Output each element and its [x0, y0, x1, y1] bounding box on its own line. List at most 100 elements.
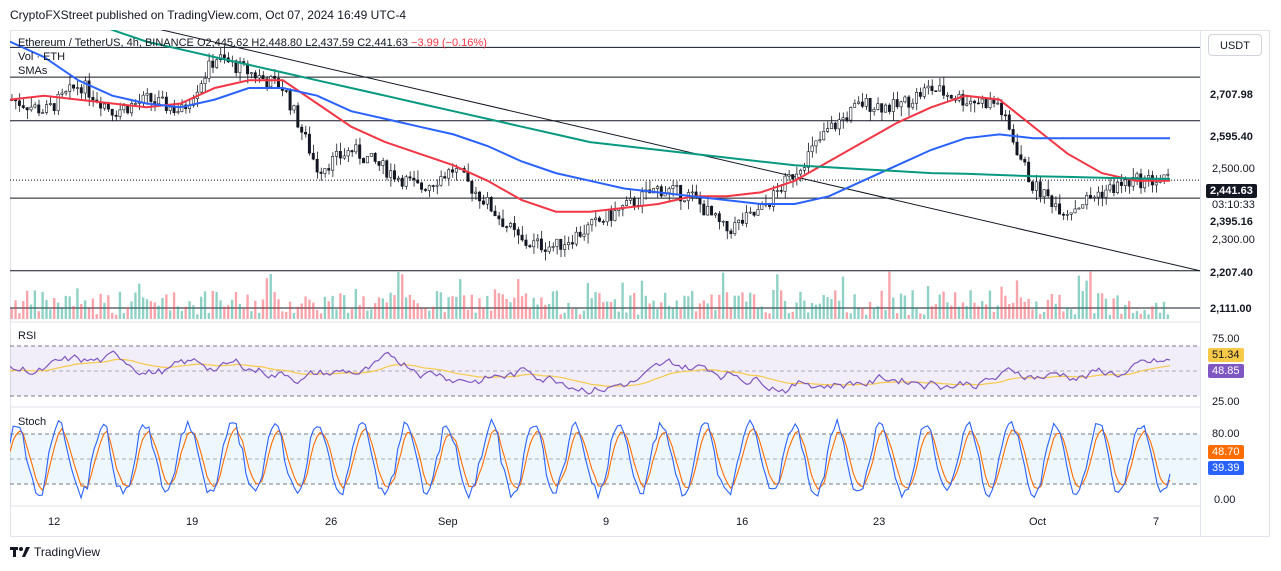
candle-body — [524, 239, 528, 246]
price-scale[interactable] — [1200, 30, 1270, 537]
volume-bar — [876, 306, 879, 319]
volume-bar — [25, 290, 29, 319]
sma-legend[interactable]: SMAs — [18, 65, 48, 77]
candle-body — [346, 150, 350, 157]
volume-bar — [567, 302, 570, 319]
candle-body — [895, 99, 899, 108]
volume-bar — [315, 309, 319, 319]
candle-body — [988, 99, 992, 109]
candle-body — [884, 104, 888, 113]
volume-bar — [319, 313, 323, 319]
volume-bar — [834, 290, 837, 319]
candle-body — [965, 103, 969, 106]
volume-bar — [818, 303, 821, 319]
volume-bar — [892, 297, 895, 319]
candle-body — [215, 59, 219, 68]
volume-bar — [107, 295, 110, 319]
candle-body — [141, 94, 145, 103]
candle-body — [938, 85, 942, 92]
stoch-title[interactable]: Stoch — [18, 416, 47, 428]
volume-bar — [114, 314, 118, 319]
x-label: Oct — [1029, 516, 1047, 528]
volume-bar — [536, 304, 539, 319]
volume-bar — [1058, 294, 1061, 319]
candle-body — [1104, 189, 1108, 198]
candle-body — [126, 105, 130, 114]
volume-bar — [625, 312, 628, 319]
volume-bar — [1085, 280, 1088, 319]
volume-bar — [76, 288, 79, 319]
candle-body — [594, 217, 598, 220]
volume-bar — [884, 309, 887, 319]
volume-bar — [741, 292, 744, 319]
volume-bar — [934, 304, 937, 319]
candle-body — [21, 105, 25, 108]
volume-bar — [1039, 314, 1042, 319]
candle-body — [292, 105, 296, 111]
symbol-title[interactable]: Ethereum / TetherUS, 4h, BINANCE — [18, 37, 194, 49]
candle-body — [1081, 204, 1085, 209]
volume-bar — [149, 301, 153, 319]
volume-bar — [586, 283, 589, 319]
volume-bar — [323, 296, 327, 319]
candle-body — [1046, 189, 1050, 197]
candle-body — [652, 188, 656, 194]
stoch-level-top: 80.00 — [1212, 428, 1240, 440]
candle-body — [1092, 196, 1096, 199]
volume-bar — [520, 296, 524, 319]
candle-body — [872, 109, 876, 112]
candle-body — [574, 231, 578, 245]
tradingview-footer[interactable]: TradingView — [10, 545, 100, 559]
volume-bar — [68, 296, 71, 319]
x-label: 19 — [186, 516, 199, 528]
candle-body — [396, 177, 400, 180]
rsi-line — [10, 350, 1171, 395]
price-label-2707: 2,707.98 — [1210, 89, 1253, 101]
candle-body — [365, 156, 369, 164]
candle-body — [671, 185, 675, 189]
candle-body — [1154, 182, 1158, 186]
volume-bar — [362, 296, 365, 319]
candle-body — [810, 145, 814, 153]
sma-line — [109, 30, 1171, 180]
candle-body — [903, 96, 907, 103]
rsi-title[interactable]: RSI — [18, 330, 37, 342]
candle-body — [969, 100, 973, 105]
volume-bar — [524, 293, 528, 319]
volume-legend[interactable]: Vol · ETH — [18, 51, 66, 63]
candle-body — [551, 246, 555, 248]
volume-bar — [1031, 309, 1034, 319]
candle-body — [945, 94, 949, 97]
price-label-2595: 2,595.40 — [1210, 131, 1253, 143]
candle-body — [157, 97, 161, 104]
candle-body — [319, 171, 323, 174]
candle-body — [980, 98, 984, 104]
volume-bar — [528, 307, 531, 319]
volume-bar — [91, 298, 95, 319]
candle-body — [1112, 184, 1116, 193]
volume-bar — [807, 312, 810, 319]
candle-body — [485, 197, 489, 205]
candle-body — [679, 184, 683, 202]
volume-bar — [652, 300, 655, 319]
volume-bar — [605, 301, 609, 319]
volume-bar — [1104, 298, 1108, 319]
candle-body — [802, 167, 806, 171]
chart-panes[interactable] — [10, 30, 1200, 537]
candle-body — [327, 168, 331, 171]
candle-body — [75, 87, 79, 89]
candle-body — [315, 158, 319, 173]
currency-button[interactable]: USDT — [1208, 34, 1262, 56]
candle-body — [44, 104, 48, 113]
candle-body — [586, 224, 590, 235]
volume-bar — [745, 301, 748, 319]
candle-body — [907, 96, 911, 108]
volume-bar — [644, 295, 647, 319]
candle-body — [1019, 154, 1023, 160]
candle-body — [478, 191, 482, 202]
volume-bar — [304, 296, 307, 319]
volume-bar — [122, 313, 125, 319]
ohlc-change: −3.99 (−0.16%) — [411, 37, 487, 49]
volume-bar — [257, 312, 261, 319]
volume-bar — [300, 303, 303, 319]
